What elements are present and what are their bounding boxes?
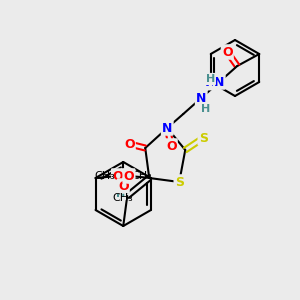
Text: CH₃: CH₃ xyxy=(113,193,134,203)
Text: O: O xyxy=(118,179,129,193)
Text: N: N xyxy=(214,76,224,88)
Text: N: N xyxy=(196,92,206,104)
Text: S: S xyxy=(175,176,184,188)
Text: O: O xyxy=(124,137,135,151)
Text: H: H xyxy=(206,74,215,84)
Text: O: O xyxy=(166,140,177,152)
Text: O: O xyxy=(222,46,232,59)
Text: N: N xyxy=(205,75,217,89)
Text: CH₃: CH₃ xyxy=(131,171,152,181)
Text: S: S xyxy=(199,131,208,145)
Text: CH₃: CH₃ xyxy=(94,171,115,181)
Text: O: O xyxy=(112,169,123,182)
Text: H: H xyxy=(201,104,210,114)
Text: O: O xyxy=(124,169,134,182)
Text: N: N xyxy=(162,122,172,134)
Text: H: H xyxy=(116,189,125,199)
